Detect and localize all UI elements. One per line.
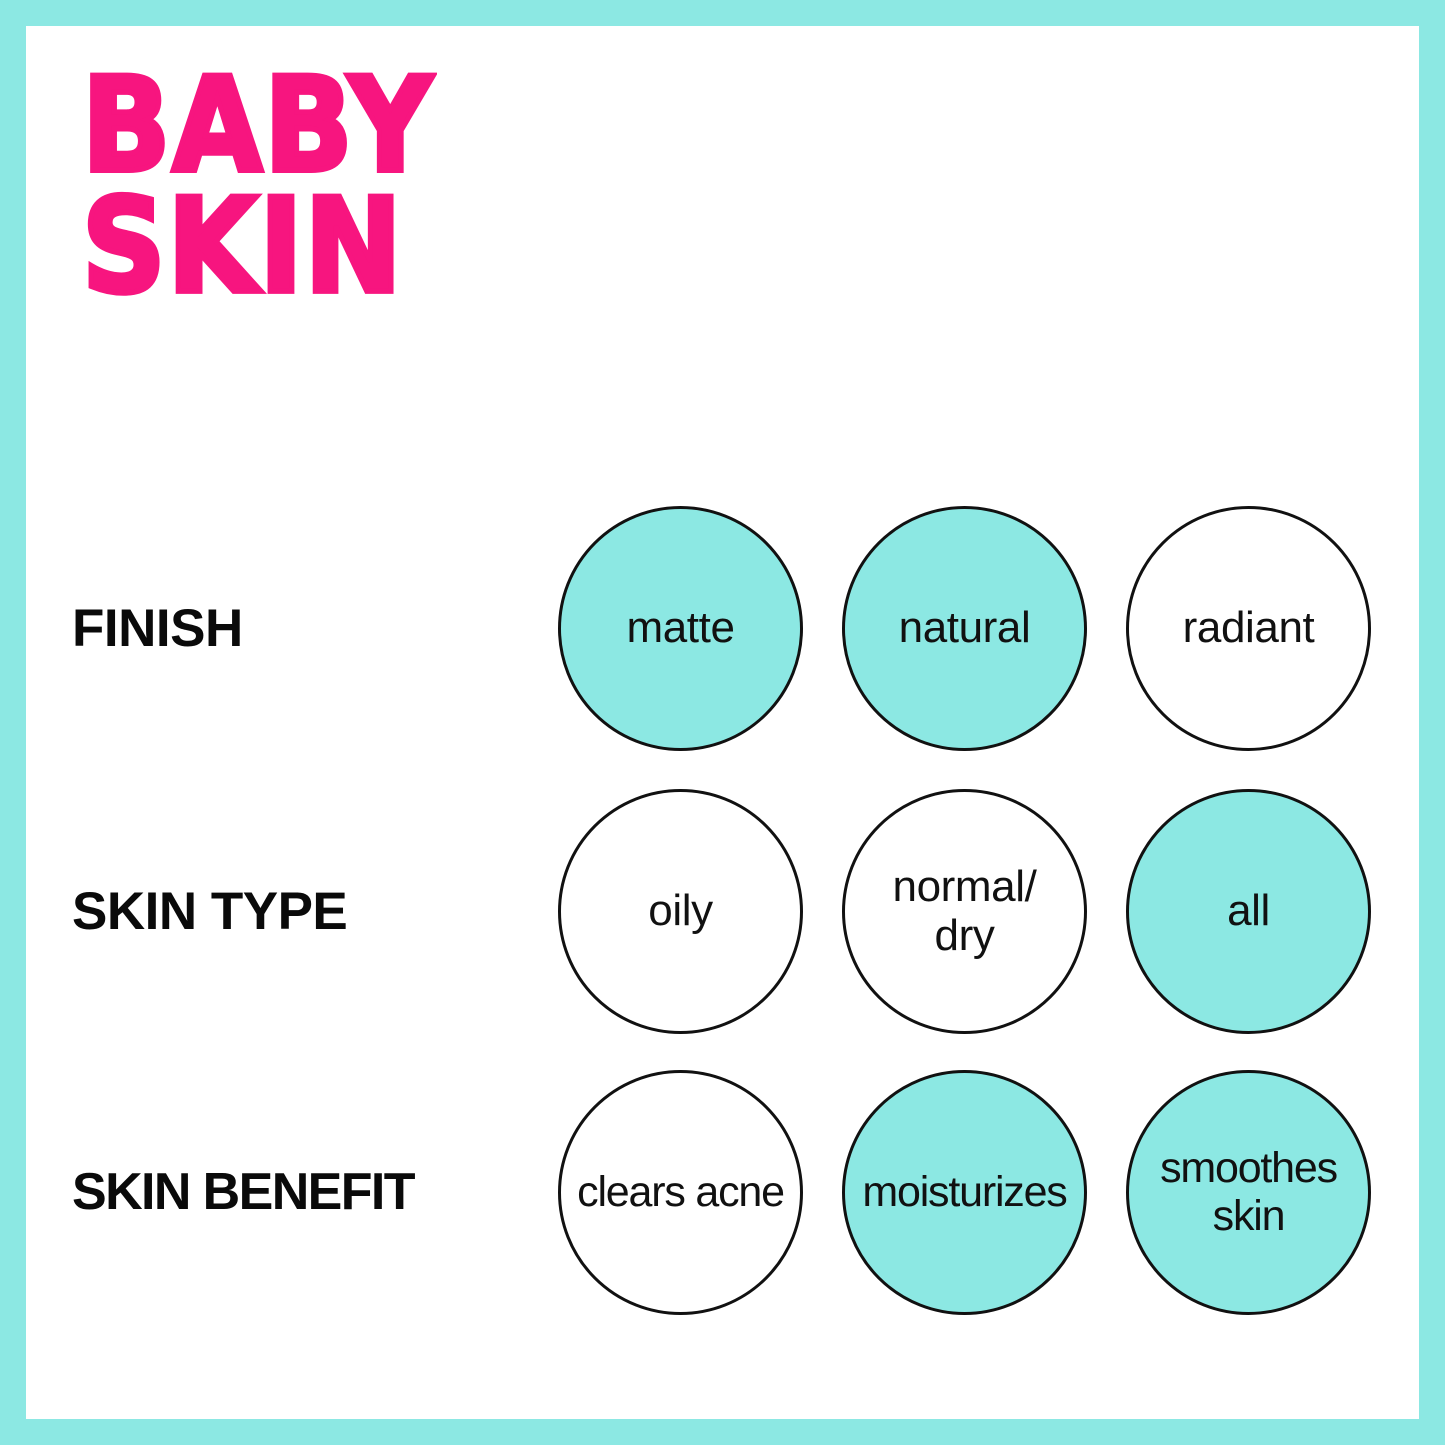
option-label-matte: matte <box>626 603 735 653</box>
option-bubble-matte[interactable]: matte <box>558 505 803 751</box>
option-label-all: all <box>1227 886 1270 936</box>
attribute-options-skin-type: oily normal/ dry all <box>558 788 1371 1034</box>
option-label-natural: natural <box>898 603 1031 653</box>
attribute-matrix: FINISH matte natural radiant SKIN TYPE <box>26 26 1419 1419</box>
option-label-oily: oily <box>648 886 713 936</box>
attribute-row-skin-benefit: SKIN BENEFIT clears acne moisturizes smo… <box>26 1069 1419 1315</box>
option-label-clears-acne: clears acne <box>577 1167 785 1216</box>
attribute-row-finish: FINISH matte natural radiant <box>26 505 1419 751</box>
option-bubble-radiant[interactable]: radiant <box>1126 505 1371 751</box>
option-label-moisturizes: moisturizes <box>862 1167 1067 1216</box>
attribute-row-skin-type: SKIN TYPE oily normal/ dry all <box>26 788 1419 1034</box>
option-bubble-smoothes-skin[interactable]: smoothes skin <box>1126 1069 1371 1315</box>
option-bubble-oily[interactable]: oily <box>558 788 803 1034</box>
option-label-normal-dry: normal/ dry <box>892 861 1037 960</box>
attribute-label-skin-benefit: SKIN BENEFIT <box>72 1163 416 1221</box>
option-label-radiant: radiant <box>1182 603 1315 653</box>
brand-logo-line-2: SKIN <box>80 171 405 323</box>
attribute-label-skin-type: SKIN TYPE <box>72 881 348 941</box>
brand-logo-line-1: BABY <box>80 50 435 202</box>
option-bubble-moisturizes[interactable]: moisturizes <box>842 1069 1087 1315</box>
attribute-label-finish: FINISH <box>72 598 243 658</box>
brand-logo: BABY SKIN <box>80 50 502 323</box>
option-bubble-natural[interactable]: natural <box>842 505 1087 751</box>
attribute-options-skin-benefit: clears acne moisturizes smoothes skin <box>558 1069 1371 1315</box>
infographic-canvas: BABY SKIN FINISH matte natural radiant <box>26 26 1419 1419</box>
option-bubble-normal-dry[interactable]: normal/ dry <box>842 788 1087 1034</box>
option-bubble-all[interactable]: all <box>1126 788 1371 1034</box>
option-bubble-clears-acne[interactable]: clears acne <box>558 1069 803 1315</box>
attribute-options-finish: matte natural radiant <box>558 505 1371 751</box>
option-label-smoothes-skin: smoothes skin <box>1160 1143 1338 1240</box>
